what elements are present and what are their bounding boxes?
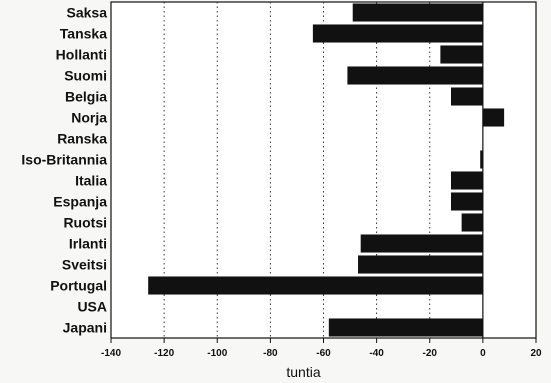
category-label: Espanja <box>53 194 107 210</box>
category-label: Ruotsi <box>63 215 107 231</box>
bar-portugal <box>148 276 483 295</box>
category-label: Norja <box>71 110 107 126</box>
bar-saksa <box>352 3 483 22</box>
x-tick-label: -120 <box>154 348 174 359</box>
bar-suomi <box>347 66 483 85</box>
bar-italia <box>451 171 483 190</box>
bar-tanska <box>312 24 483 43</box>
x-ticks: -140 -120 -100 -80 -60 -40 -20 0 20 <box>101 338 542 359</box>
bar-hollanti <box>440 45 483 64</box>
x-tick-label: -60 <box>316 348 331 359</box>
category-label: Sveitsi <box>62 257 107 273</box>
bar-sveitsi <box>358 255 483 274</box>
category-label: Irlanti <box>69 236 107 252</box>
bar-norja <box>482 108 505 127</box>
category-label: Belgia <box>65 89 107 105</box>
bar-belgia <box>451 87 483 106</box>
bars <box>148 3 505 337</box>
bar-irlanti <box>360 234 483 253</box>
category-label: Italia <box>75 173 107 189</box>
category-label: Portugal <box>50 278 107 294</box>
bar-ruotsi <box>461 213 483 232</box>
x-tick-label: -80 <box>263 348 278 359</box>
x-tick-label: -140 <box>101 348 121 359</box>
category-labels: Saksa Tanska Hollanti Suomi Belgia Norja Ransk… <box>21 5 107 336</box>
category-label: Japani <box>63 320 107 336</box>
bar-iso-britannia <box>480 150 483 169</box>
x-tick-label: 20 <box>530 348 542 359</box>
category-label: USA <box>77 299 107 315</box>
bar-japani <box>328 318 483 337</box>
category-label: Ranska <box>57 131 107 147</box>
category-label: Tanska <box>60 26 107 42</box>
x-tick-label: 0 <box>480 348 486 359</box>
x-tick-label: -20 <box>423 348 438 359</box>
category-label: Suomi <box>64 68 107 84</box>
category-label: Hollanti <box>56 47 107 63</box>
x-axis-title: tuntia <box>286 364 320 380</box>
category-label: Iso-Britannia <box>21 152 107 168</box>
category-label: Saksa <box>67 5 108 21</box>
bar-espanja <box>451 192 483 211</box>
x-tick-label: -40 <box>369 348 384 359</box>
x-tick-label: -100 <box>207 348 227 359</box>
